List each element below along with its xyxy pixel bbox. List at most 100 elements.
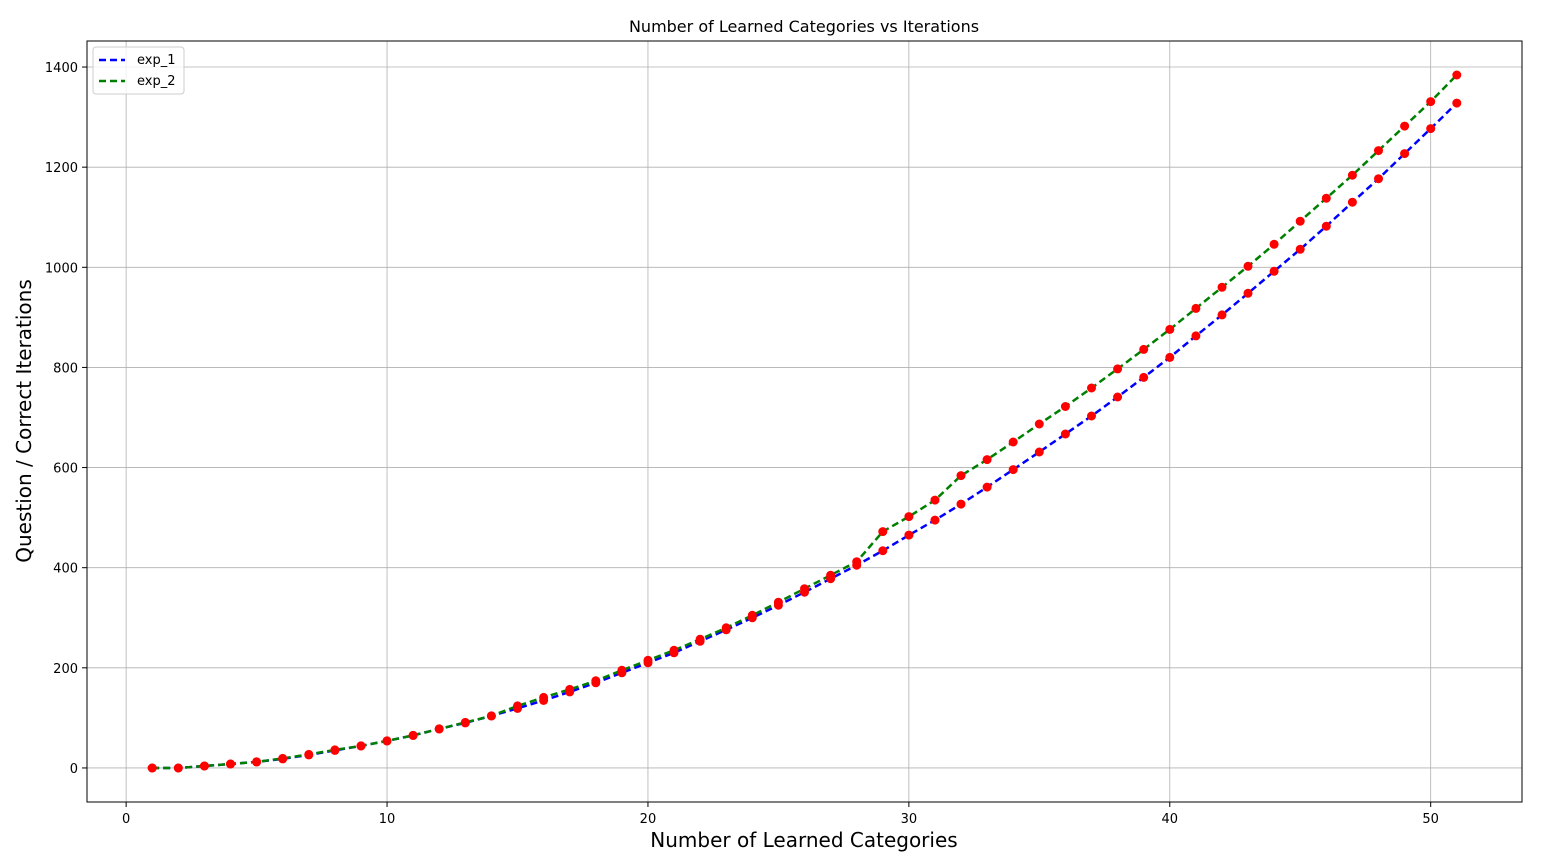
legend: exp_1 exp_2 [92,46,185,95]
data-point-exp-2 [773,597,783,607]
data-point-exp-2 [1269,239,1279,249]
y-tick-label: 1400 [45,61,78,76]
data-point-exp-2 [956,471,966,481]
y-tick-label: 1200 [45,161,78,176]
x-tick-label: 0 [122,812,130,827]
y-tick-label: 200 [53,662,78,677]
x-tick-label: 20 [640,812,657,827]
y-tick-label: 800 [53,361,78,376]
data-point-exp-2 [1426,97,1436,107]
data-point-exp-1 [1034,447,1044,457]
data-point-exp-2 [669,645,679,655]
y-tick-label: 400 [53,562,78,577]
y-axis-label: Question / Correct Iterations [12,279,36,563]
data-point-exp-2 [1087,383,1096,393]
data-point-exp-2 [1034,419,1044,429]
data-point-exp-2 [460,717,470,727]
data-point-exp-1 [1452,98,1462,108]
data-point-exp-2 [1400,121,1410,131]
data-point-exp-2 [1374,146,1383,156]
grid [87,41,1522,802]
data-point-exp-2 [1243,261,1253,271]
data-point-exp-1 [1217,310,1227,320]
data-point-exp-1 [1165,352,1175,362]
x-tick-label: 40 [1161,812,1178,827]
data-point-exp-1 [1191,331,1201,341]
data-point-exp-1 [1269,266,1279,276]
data-point-exp-2 [747,610,757,620]
legend-label-exp-1: exp_1 [137,53,176,68]
x-tick-label: 50 [1422,812,1439,827]
data-point-exp-1 [1400,149,1410,159]
data-point-exp-2 [356,741,366,751]
data-point-exp-1 [1113,392,1123,402]
data-point-exp-2 [1217,282,1227,292]
data-point-exp-1 [1008,465,1018,475]
data-point-exp-1 [1295,244,1305,254]
data-point-exp-1 [982,482,992,492]
data-point-exp-2 [199,761,209,771]
data-point-exp-1 [1087,411,1096,421]
data-point-exp-2 [565,684,575,694]
data-point-exp-2 [721,623,731,633]
data-point-exp-2 [173,763,183,773]
x-tick-label: 10 [379,812,396,827]
data-point-exp-1 [1374,174,1383,184]
data-point-exp-2 [434,724,444,734]
data-point-exp-2 [1347,170,1357,180]
data-point-exp-1 [904,530,914,540]
data-point-exp-2 [1452,70,1462,80]
data-point-exp-2 [330,745,340,755]
data-point-exp-1 [1321,221,1331,231]
data-point-exp-1 [956,499,966,509]
x-axis-label: Number of Learned Categories [650,828,957,852]
chart-title: Number of Learned Categories vs Iteratio… [629,17,979,36]
data-point-exp-1 [878,546,888,556]
data-point-exp-2 [800,584,809,594]
data-point-exp-2 [1295,216,1305,226]
data-point-exp-2 [304,749,314,759]
data-point-exp-2 [1139,344,1149,354]
data-point-exp-2 [982,455,992,465]
data-point-exp-1 [1243,288,1253,298]
data-point-exp-1 [1060,429,1070,439]
data-point-exp-1 [1426,124,1436,134]
data-point-exp-1 [930,515,940,525]
data-point-exp-2 [1008,437,1018,447]
data-point-exp-2 [1060,402,1070,411]
data-point-exp-2 [382,736,392,746]
data-point-exp-2 [147,763,157,773]
data-point-exp-2 [226,759,235,769]
y-tick-label: 600 [53,462,78,477]
data-markers [147,70,1462,773]
data-point-exp-2 [643,655,653,665]
data-point-exp-2 [408,730,418,740]
data-point-exp-2 [252,757,262,767]
x-tick-label: 30 [901,812,918,827]
y-tick-label: 0 [70,762,78,777]
data-point-exp-2 [852,557,862,567]
y-tick-label: 1000 [45,261,78,276]
axis-ticks: 0 10 20 30 40 50 0 200 400 600 800 1000 1200 1400 [45,61,1439,827]
data-point-exp-2 [826,570,836,580]
data-point-exp-2 [513,701,522,711]
data-point-exp-2 [1321,193,1331,203]
data-point-exp-2 [878,527,888,537]
data-point-exp-2 [695,634,705,644]
data-point-exp-2 [904,512,914,522]
legend-label-exp-2: exp_2 [137,74,176,89]
data-point-exp-2 [1113,364,1123,374]
data-point-exp-2 [930,495,940,505]
data-point-exp-1 [1347,197,1357,207]
data-point-exp-1 [1139,372,1149,382]
data-point-exp-2 [591,676,601,686]
data-point-exp-2 [1191,303,1201,313]
plot-frame [86,40,1523,803]
data-point-exp-2 [539,692,549,702]
data-point-exp-2 [486,711,496,721]
data-point-exp-2 [617,665,627,675]
data-point-exp-2 [278,753,288,763]
data-point-exp-2 [1165,324,1175,334]
